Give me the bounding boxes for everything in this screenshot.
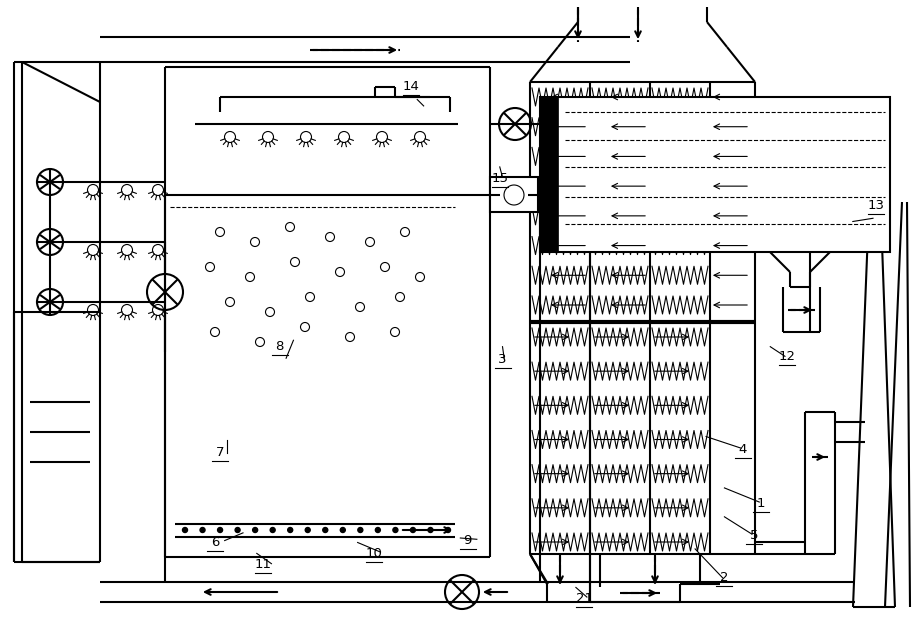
Circle shape — [392, 528, 398, 532]
Bar — [540, 97, 558, 252]
Text: 1: 1 — [757, 498, 766, 510]
Text: 5: 5 — [749, 530, 758, 542]
Text: 7: 7 — [215, 446, 225, 459]
Circle shape — [182, 528, 187, 532]
Text: 9: 9 — [463, 534, 472, 547]
Text: 12: 12 — [779, 350, 795, 363]
Text: 3: 3 — [498, 353, 507, 366]
Circle shape — [288, 528, 293, 532]
Circle shape — [271, 528, 275, 532]
Text: 4: 4 — [738, 443, 747, 456]
Circle shape — [340, 528, 346, 532]
Circle shape — [428, 528, 433, 532]
Circle shape — [200, 528, 205, 532]
Text: 6: 6 — [211, 536, 220, 549]
Circle shape — [323, 528, 327, 532]
Bar — [490, 177, 538, 212]
Text: 10: 10 — [366, 547, 382, 560]
Circle shape — [235, 528, 240, 532]
Circle shape — [305, 528, 310, 532]
Circle shape — [375, 528, 381, 532]
Circle shape — [252, 528, 258, 532]
Text: 21: 21 — [576, 592, 592, 605]
Circle shape — [411, 528, 415, 532]
Circle shape — [446, 528, 450, 532]
Circle shape — [217, 528, 223, 532]
Text: 13: 13 — [867, 199, 884, 212]
Text: 11: 11 — [255, 559, 271, 571]
Text: 15: 15 — [492, 172, 508, 185]
Bar — [540, 97, 890, 252]
Text: 8: 8 — [275, 340, 284, 353]
Circle shape — [358, 528, 363, 532]
Text: 2: 2 — [720, 571, 729, 584]
Text: 14: 14 — [403, 80, 419, 93]
